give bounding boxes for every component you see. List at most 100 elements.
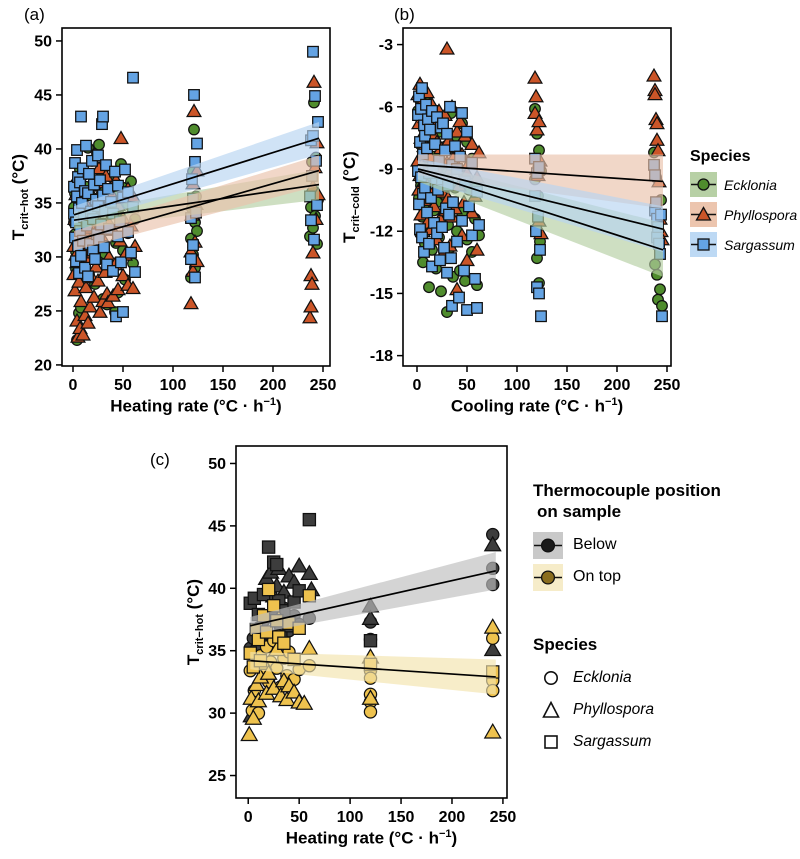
ecklonia-circle-icon <box>691 178 716 191</box>
x-tick-label: 200 <box>439 809 466 826</box>
panel-a-x-axis-title: Heating rate (°C · h−1) <box>62 396 330 417</box>
y-tick-label: 20 <box>34 357 52 374</box>
x-tick-label: 100 <box>504 377 531 394</box>
y-tick-label: 35 <box>208 643 226 660</box>
x-tick-label: 150 <box>210 377 237 394</box>
panel-c-axes: 0 50 100 150 200 250 25 30 35 40 45 50 <box>208 445 517 826</box>
open-triangle-icon <box>539 699 563 721</box>
y-tick-label: 30 <box>208 706 226 723</box>
panel-b-plot-area <box>410 40 670 323</box>
x-tick-label: 250 <box>654 377 681 394</box>
below-ribbon-swatch <box>533 531 563 559</box>
y-tick-label: 50 <box>34 33 52 50</box>
legend-item-on-top: On top <box>533 563 793 591</box>
y-tick-label: 25 <box>34 303 52 320</box>
axis-title-sup: −1 <box>604 396 618 408</box>
axis-title-text: ) <box>617 396 624 416</box>
panel-b-label: (b) <box>394 5 415 24</box>
legend-label: Below <box>573 536 617 553</box>
axis-title-sub: crit−hot <box>194 614 207 655</box>
y-tick-label: -12 <box>370 224 393 241</box>
sargassum-ribbon-swatch <box>690 232 717 257</box>
on-top-ribbon-swatch <box>533 563 563 591</box>
x-tick-label: 50 <box>458 377 476 394</box>
y-tick-label: -3 <box>379 37 393 54</box>
x-tick-label: 200 <box>604 377 631 394</box>
legend-item-below: Below <box>533 531 793 559</box>
panel-b-y-axis-title: Tcrit−cold (°C) <box>340 151 362 243</box>
panel-c-ribbon-ontop-ecklonia <box>250 651 496 695</box>
axis-title-text: T <box>339 232 359 243</box>
panel-a-border <box>61 27 331 367</box>
x-tick-label: 250 <box>490 809 517 826</box>
panel-c-ribbon-below-ecklonia <box>250 552 496 635</box>
y-tick-label: 40 <box>208 581 226 598</box>
species-shape-legend: Species Ecklonia Phyllospora Sargassum <box>533 634 793 753</box>
legend-label: Phyllospora <box>573 701 654 719</box>
panel-c-trend-ontop-ecklonia <box>250 659 496 678</box>
panel-c-trend-below-ecklonia <box>250 569 496 627</box>
y-tick-label: 35 <box>34 195 52 212</box>
sargassum-square-icon <box>691 238 716 251</box>
y-tick-label: -18 <box>370 348 393 365</box>
panel-a-trend-phyllospora <box>73 169 320 242</box>
y-tick-label: 40 <box>34 141 52 158</box>
panel-b-x-axis-title: Cooling rate (°C · h−1) <box>403 396 671 417</box>
panel-b-trend-phyllospora <box>417 164 664 183</box>
x-tick-label: 0 <box>413 377 422 394</box>
legend-label: Sargassum <box>724 236 795 253</box>
axis-title-text: Heating rate (°C · h <box>110 396 264 416</box>
axis-title-text: (°C) <box>8 153 28 190</box>
panel-a-trend-sargassum <box>73 137 320 216</box>
y-tick-label: -9 <box>379 162 393 179</box>
legend-label: Ecklonia <box>573 669 632 687</box>
axis-title-sup: −1 <box>438 828 452 840</box>
open-square-icon <box>539 731 563 753</box>
panel-b-trend-ecklonia <box>417 170 664 251</box>
phyllospora-ribbon-swatch <box>690 202 717 227</box>
axis-title-text: Heating rate (°C · h <box>285 828 439 848</box>
legend-item-phyllospora: Phyllospora <box>690 202 800 227</box>
x-tick-label: 100 <box>160 377 187 394</box>
axis-title-text: T <box>183 654 203 666</box>
phyllospora-triangle-icon <box>691 206 716 221</box>
legend-item-ecklonia: Ecklonia <box>690 172 800 197</box>
axis-title-text: (°C) <box>183 578 203 615</box>
legend-title-line1: Thermocouple position <box>533 481 721 500</box>
x-tick-label: 250 <box>310 377 337 394</box>
legend-item-sargassum: Sargassum <box>690 232 800 257</box>
species-legend: Species Ecklonia Phyllospora Sargassum <box>690 147 800 257</box>
axis-title-text: T <box>8 229 28 241</box>
panel-a-trend-ecklonia <box>73 183 320 222</box>
thermocouple-legend-title: Thermocouple position on sample <box>533 480 793 523</box>
axis-title-sub: crit−cold <box>350 186 363 233</box>
panel-b-axes: 0 50 100 150 200 250 -3 -6 -9 -12 -15 -18 <box>370 27 681 394</box>
panel-a-label: (a) <box>24 5 45 24</box>
legend-label: Phyllospora <box>724 206 798 223</box>
axis-title-text: (°C) <box>339 151 359 187</box>
panel-c-label: (c) <box>150 450 170 469</box>
axis-title-text: ) <box>451 828 458 848</box>
axis-title-sup: −1 <box>263 396 277 408</box>
x-tick-label: 100 <box>337 809 364 826</box>
x-tick-label: 50 <box>290 809 308 826</box>
y-tick-label: -6 <box>379 99 393 116</box>
panel-a-y-axis-title: Tcrit−hot (°C) <box>9 154 31 240</box>
x-tick-label: 50 <box>114 377 132 394</box>
on-top-point-icon <box>534 569 562 585</box>
x-tick-label: 200 <box>260 377 287 394</box>
panel-b-trend-sargassum <box>417 168 664 230</box>
y-tick-label: -15 <box>370 286 393 303</box>
y-tick-label: 45 <box>208 518 226 535</box>
ecklonia-ribbon-swatch <box>690 172 717 197</box>
panel-c-y-axis-title: Tcrit−hot (°C) <box>184 579 206 665</box>
x-tick-label: 0 <box>244 809 253 826</box>
below-point-icon <box>534 537 562 553</box>
legend-label: On top <box>573 568 622 585</box>
legend-item-sargassum-shape: Sargassum <box>533 731 793 753</box>
panel-c-plot-area <box>240 512 502 742</box>
legend-title-line2: on sample <box>537 502 622 522</box>
axis-title-text: Cooling rate (°C · h <box>450 396 605 416</box>
